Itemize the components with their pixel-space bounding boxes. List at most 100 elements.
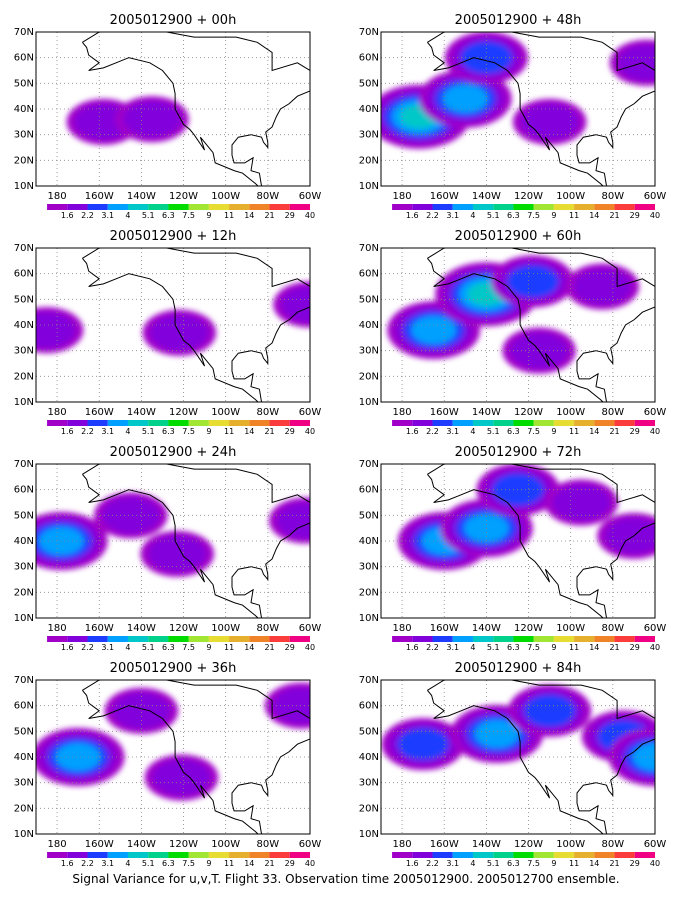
colorbar-label: 4	[470, 427, 475, 436]
colorbar-label: 9	[206, 643, 211, 652]
colorbar-label: 21	[609, 643, 619, 652]
colorbar-swatch	[289, 204, 310, 210]
colorbar-label: 9	[551, 859, 556, 868]
colorbar-label: 21	[609, 211, 619, 220]
colorbar-label: 11	[569, 427, 579, 436]
colorbar-swatch	[452, 204, 473, 210]
colorbar-swatch	[493, 852, 514, 858]
y-tick-label: 60N	[14, 53, 34, 64]
x-tick-label: 60W	[644, 407, 667, 418]
y-tick-label: 10N	[14, 613, 34, 624]
colorbar-swatch	[574, 636, 595, 642]
y-tick-label: 50N	[359, 294, 379, 305]
y-tick-label: 30N	[14, 562, 34, 573]
colorbar-swatch	[229, 204, 250, 210]
colorbar-label: 9	[551, 211, 556, 220]
colorbar-swatch	[208, 636, 230, 642]
colorbar-swatch	[127, 204, 149, 210]
x-tick-label: 180	[48, 191, 67, 202]
figure-caption: Signal Variance for u,v,T. Flight 33. Ob…	[72, 872, 620, 886]
colorbar-swatch	[553, 204, 575, 210]
colorbar-swatch	[127, 852, 149, 858]
x-tick-label: 80W	[602, 839, 625, 850]
colorbar-label: 4	[125, 211, 130, 220]
y-tick-label: 40N	[14, 104, 34, 115]
colorbar-swatch	[472, 852, 494, 858]
colorbar-label: 1.6	[61, 211, 74, 220]
colorbar-swatch	[472, 636, 494, 642]
x-tick-label: 120W	[514, 191, 543, 202]
y-tick-label: 50N	[14, 78, 34, 89]
x-tick-label: 120W	[514, 623, 543, 634]
variance-blob	[573, 268, 632, 305]
colorbar-label: 6.3	[162, 211, 175, 220]
x-tick-label: 80W	[257, 623, 280, 634]
colorbar-label: 21	[609, 859, 619, 868]
x-tick-label: 80W	[602, 623, 625, 634]
variance-blob	[55, 743, 101, 771]
y-tick-label: 40N	[14, 752, 34, 763]
colorbar-swatch	[229, 636, 250, 642]
x-tick-label: 140W	[127, 623, 156, 634]
x-tick-label: 80W	[602, 407, 625, 418]
y-tick-label: 70N	[359, 675, 379, 686]
colorbar-label: 3.1	[101, 643, 114, 652]
colorbar-swatch	[493, 204, 514, 210]
colorbar-swatch	[432, 420, 453, 426]
colorbar-swatch	[269, 636, 290, 642]
colorbar-label: 1.6	[406, 859, 419, 868]
variance-blob	[524, 694, 576, 727]
variance-blob	[152, 759, 211, 796]
x-tick-label: 100W	[211, 623, 240, 634]
colorbar-swatch	[47, 852, 68, 858]
panel-title: 2005012900 + 72h	[455, 445, 582, 460]
colorbar-swatch	[493, 420, 514, 426]
colorbar-swatch	[289, 636, 310, 642]
x-tick-label: 120W	[169, 623, 198, 634]
colorbar-swatch	[412, 204, 433, 210]
panel-title: 2005012900 + 24h	[110, 445, 237, 460]
colorbar-label: 3.1	[446, 211, 459, 220]
y-tick-label: 50N	[359, 510, 379, 521]
colorbar-swatch	[533, 204, 554, 210]
colorbar-label: 6.3	[162, 643, 175, 652]
colorbar-swatch	[513, 852, 534, 858]
x-tick-label: 180	[393, 191, 412, 202]
colorbar-swatch	[594, 204, 615, 210]
colorbar-label: 14	[244, 859, 254, 868]
colorbar-swatch	[188, 852, 209, 858]
colorbar-swatch	[107, 852, 128, 858]
colorbar-label: 2.2	[81, 643, 94, 652]
colorbar-label: 4	[125, 427, 130, 436]
colorbar-swatch	[148, 420, 169, 426]
colorbar-label: 1.6	[406, 211, 419, 220]
variance-blob	[442, 84, 488, 113]
colorbar-label: 29	[630, 427, 640, 436]
y-tick-label: 60N	[359, 269, 379, 280]
x-tick-label: 140W	[472, 191, 501, 202]
colorbar-swatch	[249, 852, 270, 858]
colorbar-label: 3.1	[101, 859, 114, 868]
y-tick-label: 50N	[14, 726, 34, 737]
x-tick-label: 160W	[85, 839, 114, 850]
colorbar-swatch	[148, 636, 169, 642]
colorbar-swatch	[107, 420, 128, 426]
y-tick-label: 50N	[14, 294, 34, 305]
y-tick-label: 50N	[14, 510, 34, 521]
y-tick-label: 70N	[359, 459, 379, 470]
colorbar-label: 3.1	[446, 643, 459, 652]
x-tick-label: 120W	[514, 407, 543, 418]
colorbar-label: 14	[244, 211, 254, 220]
colorbar-label: 3.1	[446, 427, 459, 436]
y-tick-label: 10N	[14, 181, 34, 192]
colorbar-swatch	[289, 420, 310, 426]
map-panel-0: 2005012900 + 00h 10N 20N 30N 40N 50N 60N 70N 180…	[14, 13, 322, 220]
colorbar-swatch	[634, 420, 655, 426]
colorbar-swatch	[594, 852, 615, 858]
panel-title: 2005012900 + 12h	[110, 229, 237, 244]
y-tick-label: 40N	[359, 320, 379, 331]
colorbar-label: 5.1	[487, 859, 500, 868]
colorbar-label: 7.5	[527, 643, 540, 652]
y-tick-label: 60N	[14, 485, 34, 496]
colorbar-label: 40	[305, 427, 315, 436]
